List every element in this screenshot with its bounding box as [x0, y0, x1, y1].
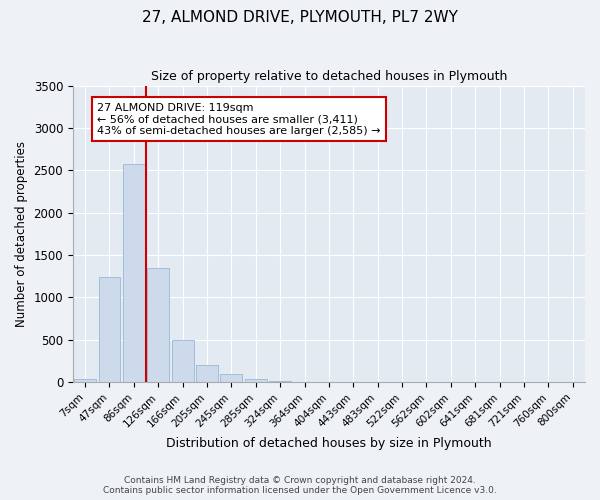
Bar	[98, 277, 121, 382]
Title: Size of property relative to detached houses in Plymouth: Size of property relative to detached ho…	[151, 70, 507, 83]
Bar	[196, 365, 218, 382]
Bar	[147, 268, 169, 382]
Bar	[172, 340, 194, 382]
Bar	[220, 374, 242, 382]
Text: 27, ALMOND DRIVE, PLYMOUTH, PL7 2WY: 27, ALMOND DRIVE, PLYMOUTH, PL7 2WY	[142, 10, 458, 25]
Text: Contains HM Land Registry data © Crown copyright and database right 2024.
Contai: Contains HM Land Registry data © Crown c…	[103, 476, 497, 495]
Bar	[123, 164, 145, 382]
Text: 27 ALMOND DRIVE: 119sqm
← 56% of detached houses are smaller (3,411)
43% of semi: 27 ALMOND DRIVE: 119sqm ← 56% of detache…	[97, 102, 381, 136]
Bar	[74, 378, 96, 382]
Y-axis label: Number of detached properties: Number of detached properties	[15, 141, 28, 327]
X-axis label: Distribution of detached houses by size in Plymouth: Distribution of detached houses by size …	[166, 437, 492, 450]
Bar	[269, 381, 291, 382]
Bar	[245, 378, 267, 382]
